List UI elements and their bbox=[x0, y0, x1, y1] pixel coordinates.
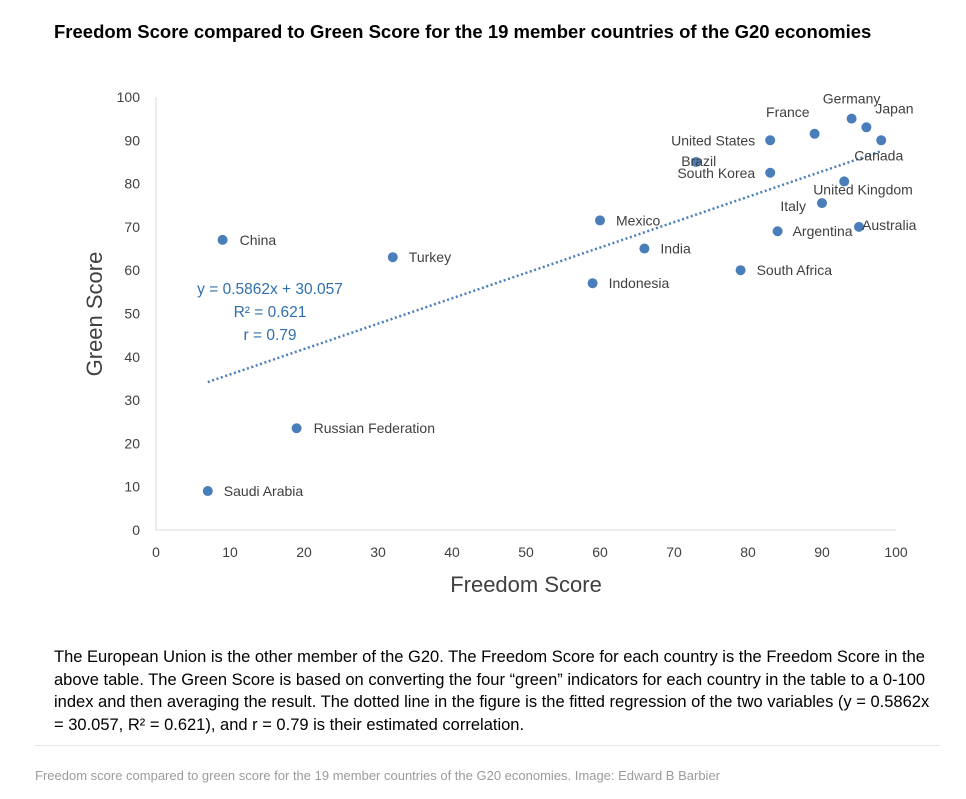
data-point-label: Brazil bbox=[681, 153, 716, 169]
data-point bbox=[587, 278, 598, 289]
data-point-label: Canada bbox=[854, 147, 903, 163]
y-axis-title: Green Score bbox=[82, 252, 107, 377]
data-point bbox=[387, 252, 398, 263]
chart-note: The European Union is the other member o… bbox=[54, 648, 930, 734]
y-tick-label: 80 bbox=[124, 176, 140, 192]
data-point-label: Italy bbox=[780, 198, 806, 214]
data-point bbox=[595, 215, 605, 226]
y-tick-label: 10 bbox=[124, 479, 140, 495]
divider bbox=[35, 745, 940, 746]
data-point-label: Turkey bbox=[409, 249, 451, 265]
regression-annotation-line: r = 0.79 bbox=[244, 327, 297, 344]
scatter-chart: 0 10 20 30 40 50 60 70 80 90 100 0 10 20 30 40 50 60 70 80 9… bbox=[82, 89, 917, 597]
x-tick-label: 70 bbox=[666, 544, 682, 560]
data-point bbox=[691, 156, 702, 167]
data-point-label: South Korea bbox=[677, 165, 755, 181]
x-tick-label: 0 bbox=[152, 544, 160, 560]
data-point bbox=[817, 198, 827, 209]
data-point bbox=[809, 128, 820, 139]
data-point bbox=[735, 265, 746, 276]
y-tick-label: 20 bbox=[124, 435, 140, 451]
data-point-label: Germany bbox=[823, 91, 881, 107]
data-point-label: France bbox=[766, 104, 810, 120]
data-point bbox=[772, 226, 783, 237]
regression-annotation: y = 0.5862x + 30.057 R² = 0.621 r = 0.79 bbox=[197, 281, 343, 344]
data-point bbox=[765, 167, 776, 178]
data-point-label: China bbox=[240, 232, 277, 248]
data-points-layer bbox=[202, 113, 887, 497]
regression-annotation-line: y = 0.5862x + 30.057 bbox=[197, 281, 343, 298]
data-point bbox=[765, 135, 776, 146]
data-point-label: Russian Federation bbox=[314, 420, 435, 436]
trendline-layer bbox=[207, 149, 882, 384]
data-point-label: Japan bbox=[875, 100, 913, 116]
data-point bbox=[839, 176, 850, 187]
x-tick-label: 30 bbox=[370, 544, 386, 560]
chart-axes: 0 10 20 30 40 50 60 70 80 90 100 0 10 20 30 40 50 60 70 80 9… bbox=[82, 89, 908, 597]
data-point bbox=[854, 221, 864, 232]
y-tick-label: 100 bbox=[117, 89, 141, 105]
data-point bbox=[846, 113, 857, 124]
data-point-label: Mexico bbox=[616, 212, 661, 228]
data-point bbox=[291, 423, 302, 434]
x-tick-label: 80 bbox=[740, 544, 756, 560]
y-tick-label: 40 bbox=[124, 349, 140, 365]
y-tick-label: 50 bbox=[124, 306, 140, 322]
x-tick-label: 10 bbox=[222, 544, 238, 560]
data-point-label: India bbox=[660, 241, 691, 257]
data-point-label: Indonesia bbox=[609, 275, 670, 291]
x-tick-label: 20 bbox=[296, 544, 312, 560]
data-point-label: Saudi Arabia bbox=[224, 483, 304, 499]
x-tick-label: 90 bbox=[814, 544, 830, 560]
data-point bbox=[861, 122, 872, 133]
x-axis-title: Freedom Score bbox=[450, 572, 602, 597]
x-tick-label: 40 bbox=[444, 544, 460, 560]
y-tick-label: 60 bbox=[124, 262, 140, 278]
data-point bbox=[639, 243, 650, 254]
data-point bbox=[217, 234, 228, 245]
data-point-label: Argentina bbox=[793, 223, 853, 239]
regression-annotation-line: R² = 0.621 bbox=[234, 304, 307, 321]
data-labels-layer: China Turkey Russian Federation Saudi Arabi… bbox=[224, 91, 917, 499]
chart-title: Freedom Score compared to Green Score fo… bbox=[54, 21, 872, 42]
data-point-label: United Kingdom bbox=[813, 181, 913, 197]
regression-trendline bbox=[207, 149, 882, 384]
data-point bbox=[202, 486, 213, 497]
x-tick-label: 50 bbox=[518, 544, 534, 560]
y-tick-label: 70 bbox=[124, 219, 140, 235]
data-point bbox=[876, 135, 887, 146]
image-caption: Freedom score compared to green score fo… bbox=[35, 768, 721, 783]
data-point-label: Australia bbox=[862, 217, 917, 233]
x-tick-label: 100 bbox=[884, 544, 908, 560]
y-tick-label: 0 bbox=[132, 522, 140, 538]
data-point-label: United States bbox=[671, 132, 755, 148]
y-tick-label: 90 bbox=[124, 132, 140, 148]
data-point-label: South Africa bbox=[757, 262, 833, 278]
y-tick-label: 30 bbox=[124, 392, 140, 408]
x-tick-label: 60 bbox=[592, 544, 608, 560]
